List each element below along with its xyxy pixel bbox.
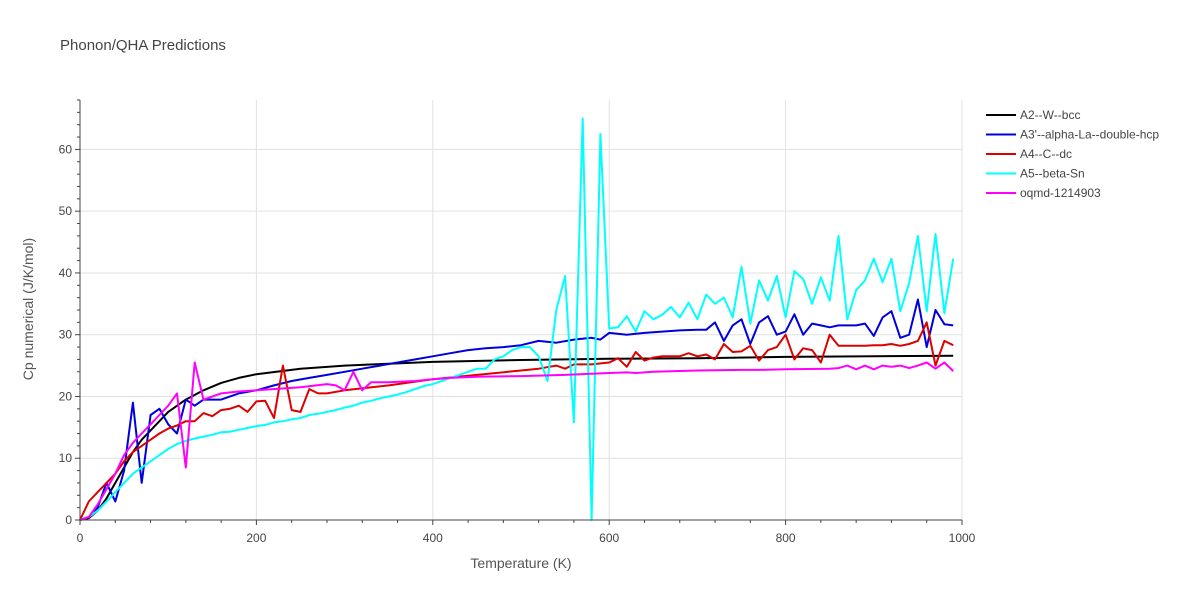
legend-label: A2--W--bcc: [1020, 108, 1080, 122]
chart-title: Phonon/QHA Predictions: [60, 37, 226, 54]
axes: [75, 99, 963, 525]
series-line-a4-c-dc: [79, 321, 954, 521]
legend-item[interactable]: A3'--alpha-La--double-hcp: [986, 128, 1159, 142]
legend[interactable]: A2--W--bcc A3'--alpha-La--double-hcp A4--C…: [986, 108, 1159, 200]
y-tick-label: 20: [59, 389, 73, 403]
legend-label: A3'--alpha-La--double-hcp: [1020, 128, 1159, 142]
legend-item[interactable]: A4--C--dc: [986, 147, 1072, 161]
x-axis-ticks: 0 200 400 600 800 1000: [77, 531, 976, 545]
series-line-a5-beta-sn: [79, 117, 955, 521]
y-tick-label: 30: [59, 328, 73, 342]
x-tick-label: 800: [776, 531, 796, 545]
x-axis-title: Temperature (K): [470, 555, 571, 571]
series-line-a3-alpha-la-double-hcp: [79, 298, 954, 521]
series-layer: [79, 117, 955, 521]
x-tick-label: 0: [77, 531, 84, 545]
legend-label: oqmd-1214903: [1020, 186, 1101, 200]
y-axis-ticks: 0 10 20 30 40 50 60: [59, 142, 73, 527]
series-line-a2-w-bcc: [79, 354, 954, 521]
legend-label: A4--C--dc: [1020, 147, 1072, 161]
y-tick-label: 50: [59, 204, 73, 218]
grid: [80, 100, 963, 520]
legend-item[interactable]: oqmd-1214903: [986, 186, 1101, 200]
x-tick-label: 400: [423, 531, 443, 545]
y-tick-label: 60: [59, 142, 73, 156]
y-tick-label: 0: [65, 513, 72, 527]
y-axis-title: Cp numerical (J/K/mol): [20, 238, 36, 380]
legend-item[interactable]: A5--beta-Sn: [986, 167, 1085, 181]
x-tick-label: 1000: [949, 531, 976, 545]
y-tick-label: 40: [59, 266, 73, 280]
y-tick-label: 10: [59, 451, 73, 465]
series-line-oqmd-1214903: [79, 361, 954, 521]
legend-label: A5--beta-Sn: [1020, 167, 1085, 181]
x-tick-label: 200: [246, 531, 266, 545]
x-tick-label: 600: [599, 531, 619, 545]
legend-item[interactable]: A2--W--bcc: [986, 108, 1080, 122]
